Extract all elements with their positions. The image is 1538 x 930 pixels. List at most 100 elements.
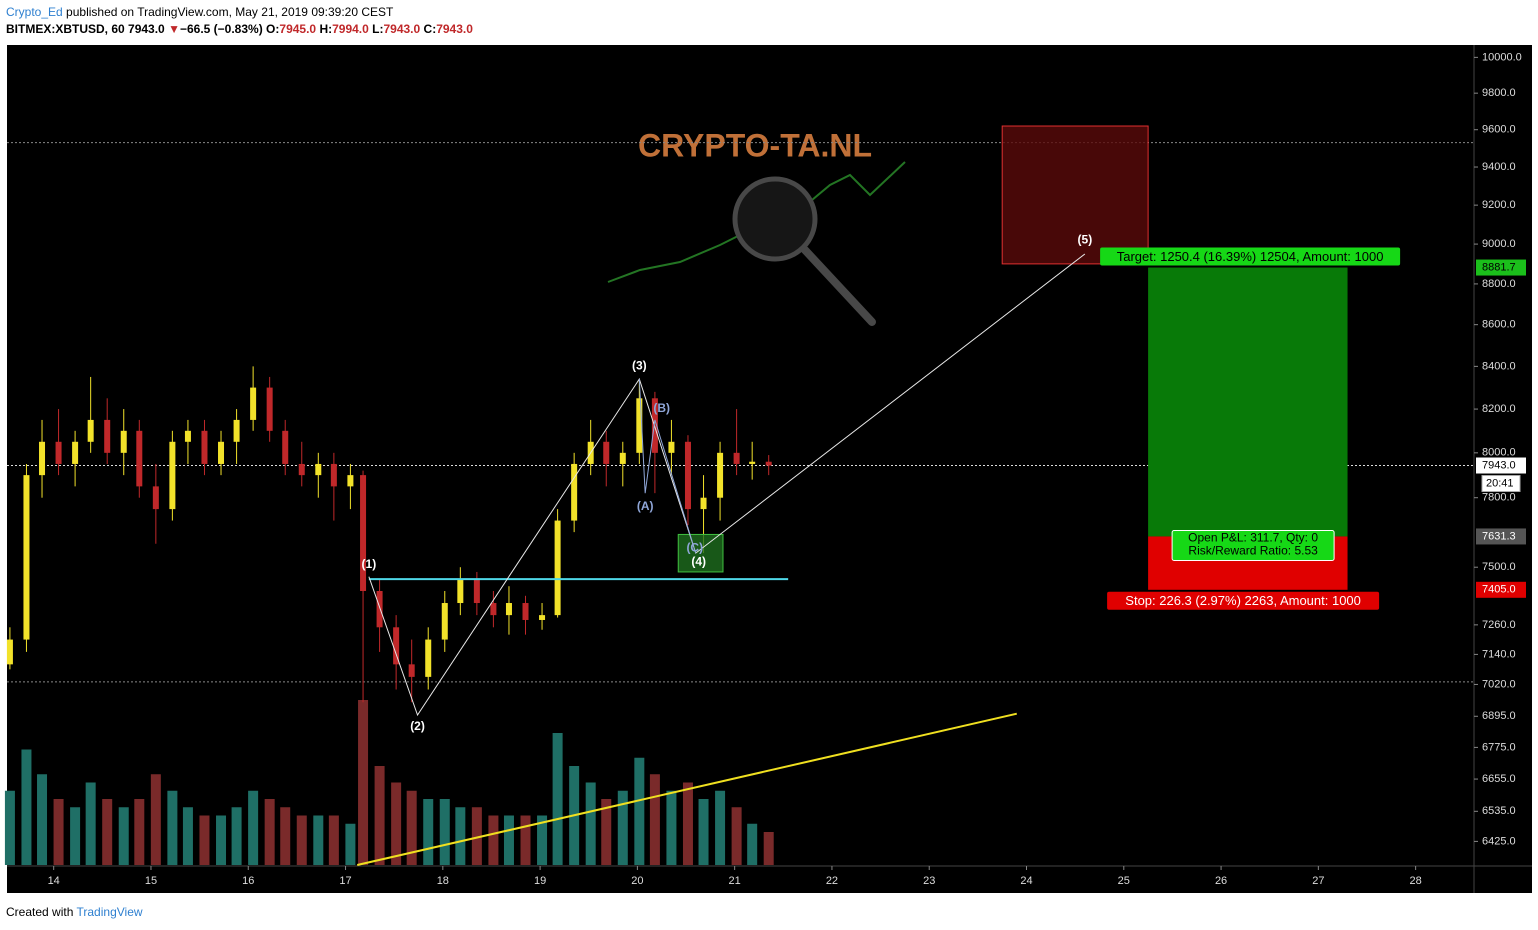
- volume-bar: [552, 733, 563, 865]
- y-tick-label: 8800.0: [1482, 278, 1516, 290]
- y-tick-label: 6425.0: [1482, 835, 1516, 847]
- countdown: 20:41: [1486, 477, 1514, 489]
- o-label: O:: [266, 22, 280, 36]
- candle-body: [23, 475, 30, 640]
- y-tick-label: 9000.0: [1482, 238, 1516, 250]
- x-tick-label: 20: [631, 875, 643, 887]
- candle-body: [184, 430, 191, 442]
- volume-bar: [182, 807, 193, 865]
- candle-body: [490, 603, 497, 616]
- wave-label: (4): [691, 555, 706, 569]
- candle-body: [282, 430, 289, 464]
- y-tick-label: 8400.0: [1482, 360, 1516, 372]
- candle-body: [201, 430, 208, 464]
- candle-body: [120, 430, 127, 453]
- volume-bar: [747, 823, 758, 865]
- candle-body: [218, 441, 225, 464]
- candle-body: [347, 475, 354, 487]
- c-label: C:: [423, 22, 437, 36]
- candle-body: [169, 441, 176, 510]
- candle-body: [505, 603, 512, 616]
- y-tick-label: 7800.0: [1482, 492, 1516, 504]
- position-label: Target: 1250.4 (16.39%) 12504, Amount: 1…: [1117, 249, 1384, 264]
- x-tick-label: 25: [1118, 875, 1130, 887]
- y-tick-label: 7020.0: [1482, 678, 1516, 690]
- volume-bar: [118, 807, 129, 865]
- candle-body: [152, 486, 159, 510]
- candle-body: [315, 463, 322, 476]
- candle-body: [765, 461, 772, 466]
- price-tag: [1476, 457, 1526, 474]
- volume-bar: [423, 799, 434, 865]
- change: −66.5 (−0.83%): [179, 22, 263, 36]
- candle-body: [298, 463, 305, 476]
- y-tick-label: 9800.0: [1482, 87, 1516, 99]
- volume-bar: [296, 815, 307, 865]
- volume-bar: [601, 799, 612, 865]
- candle-body: [408, 664, 415, 677]
- candle-body: [376, 591, 383, 628]
- volume-bar: [682, 782, 693, 865]
- wave-label: (1): [362, 557, 377, 571]
- price-tag-label: 8881.7: [1482, 261, 1516, 273]
- x-tick-label: 26: [1215, 875, 1227, 887]
- volume-bar: [199, 815, 210, 865]
- rectangle: [1001, 125, 1149, 265]
- label-box: [1171, 529, 1335, 561]
- candle-body: [425, 639, 432, 677]
- volume-bar: [634, 757, 645, 865]
- wave-label: (3): [632, 359, 647, 373]
- candle-body: [393, 627, 400, 665]
- price-tag: [1476, 259, 1526, 276]
- candle-body: [360, 475, 367, 592]
- volume-bar: [134, 799, 145, 865]
- wave-label: (A): [637, 499, 654, 513]
- candle-body: [749, 461, 756, 464]
- candle-body: [571, 463, 578, 521]
- price-tag-label: 7405.0: [1482, 584, 1516, 596]
- header-line: Crypto_Ed published on TradingView.com, …: [6, 5, 393, 19]
- rectangle: [677, 533, 724, 573]
- y-tick-label: 7140.0: [1482, 648, 1516, 660]
- y-tick-label: 9400.0: [1482, 161, 1516, 173]
- last: 7943.0: [128, 22, 165, 36]
- candle-body: [55, 441, 62, 464]
- published: published on TradingView.com, May 21, 20…: [66, 5, 394, 19]
- price-tag-label: 7631.3: [1482, 530, 1516, 542]
- candle-body: [441, 603, 448, 640]
- watermark: CRYPTO-TA.NL: [638, 127, 872, 163]
- volume-bar: [715, 790, 726, 865]
- volume-bar: [358, 700, 369, 865]
- volume-bar: [150, 774, 161, 865]
- y-tick-label: 9600.0: [1482, 124, 1516, 136]
- x-tick-label: 27: [1312, 875, 1324, 887]
- x-tick-label: 19: [534, 875, 546, 887]
- footer: Created with TradingView: [6, 905, 143, 919]
- author[interactable]: Crypto_Ed: [6, 5, 63, 19]
- symbol-line: BITMEX:XBTUSD, 60 7943.0 ▼−66.5 (−0.83%)…: [6, 22, 473, 36]
- close: 7943.0: [436, 22, 473, 36]
- volume-bar: [37, 774, 48, 865]
- x-tick-label: 18: [437, 875, 449, 887]
- volume-bar: [488, 815, 499, 865]
- candle-body: [6, 639, 13, 665]
- wave-label: (5): [1078, 232, 1093, 246]
- y-tick-label: 6535.0: [1482, 805, 1516, 817]
- brand[interactable]: TradingView: [76, 905, 143, 919]
- volume-bar: [731, 807, 742, 865]
- volume-bar: [216, 815, 227, 865]
- candle-body: [603, 441, 610, 464]
- symbol: BITMEX:XBTUSD, 60: [6, 22, 125, 36]
- candle-body: [104, 419, 111, 453]
- wave-label: (2): [410, 719, 425, 733]
- volume-bar: [537, 815, 548, 865]
- y-tick-label: 6655.0: [1482, 773, 1516, 785]
- volume-bar: [520, 815, 531, 865]
- volume-bar: [649, 774, 660, 865]
- x-tick-label: 22: [826, 875, 838, 887]
- wave-label: (B): [653, 401, 670, 415]
- h-label: H:: [319, 22, 333, 36]
- position-zone: [1148, 267, 1348, 537]
- candle-body: [72, 441, 79, 464]
- volume-bar: [374, 766, 385, 865]
